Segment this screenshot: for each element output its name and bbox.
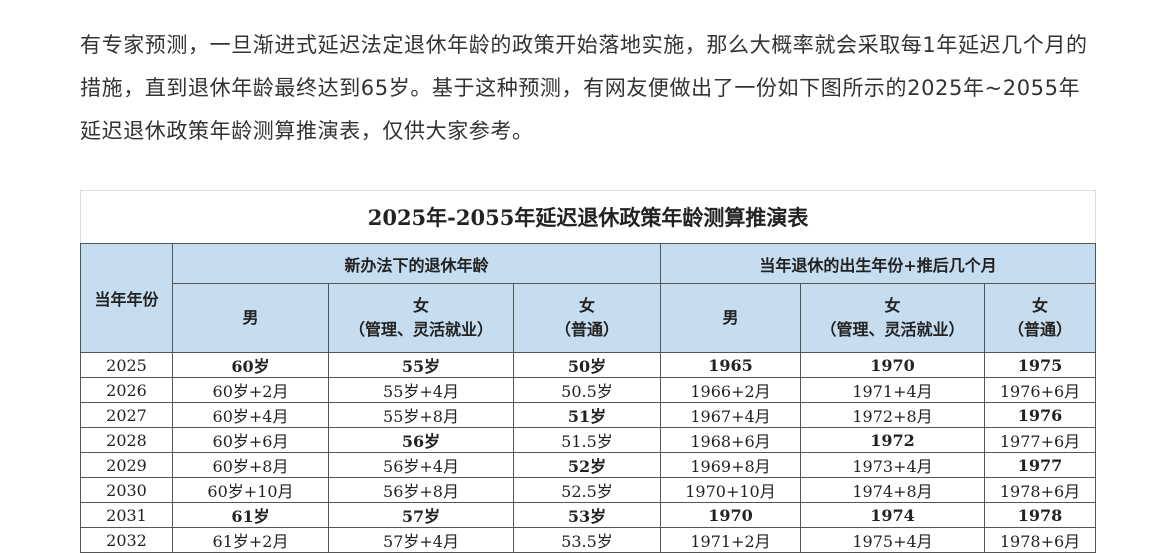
table-cell: 51.5岁 [513,427,661,453]
year-cell: 2031 [80,502,173,528]
table-cell: 1972 [800,427,985,453]
column-header-line1: 女 [578,296,595,315]
table-row: 2028 60岁+6月 56岁 51.5岁 1968+6月 1972 1977+6月 [80,427,1097,453]
table-cell: 1973+4月 [800,452,985,478]
table-cell: 55岁 [328,352,514,378]
table-cell: 56岁 [328,427,514,453]
retirement-age-table: 2025年-2055年延迟退休政策年龄测算推演表 当年年份 新办法下的退休年龄 … [79,190,1097,553]
column-header-line2: （普通） [554,320,619,339]
group-header-retirement-age: 新办法下的退休年龄 [172,243,661,284]
table-row: 2029 60岁+8月 56岁+4月 52岁 1969+8月 1973+4月 1977 [80,452,1097,478]
group-header-birth-year: 当年退休的出生年份+推后几个月 [659,243,1097,284]
table-cell: 1970+10月 [660,477,801,503]
table-cell: 1972+8月 [800,402,985,428]
table-cell: 1971+2月 [660,527,801,553]
table-cell: 50岁 [513,352,661,378]
year-cell: 2030 [80,477,173,503]
year-cell: 2032 [80,527,173,553]
table-cell: 1970 [660,502,801,528]
table-row: 2031 61岁 57岁 53岁 1970 1974 1978 [80,502,1097,528]
year-cell: 2029 [80,452,173,478]
column-header-line1: 男 [242,308,259,327]
table-cell: 60岁+2月 [172,377,329,403]
table-cell: 1968+6月 [660,427,801,453]
table-row: 2026 60岁+2月 55岁+4月 50.5岁 1966+2月 1971+4月 1976+… [80,377,1097,403]
table-cell: 50.5岁 [513,377,661,403]
column-header-line1: 女 [1032,296,1049,315]
table-cell: 1965 [660,352,801,378]
table-cell: 61岁 [172,502,329,528]
table-cell: 55岁+8月 [328,402,514,428]
table-cell: 1976 [983,402,1097,428]
table-cell: 1977 [983,452,1097,478]
table-title: 2025年-2055年延迟退休政策年龄测算推演表 [79,190,1097,244]
table-cell: 1974+8月 [800,477,985,503]
column-header-line2: （管理、灵活就业） [820,320,965,339]
table-cell: 1969+8月 [660,452,801,478]
table-cell: 51岁 [513,402,661,428]
table-cell: 52.5岁 [513,477,661,503]
table-cell: 1975 [983,352,1097,378]
column-header-line1: 女 [412,296,429,315]
table-cell: 57岁+4月 [328,527,514,553]
table-cell: 53.5岁 [513,527,661,553]
table-cell: 1975+4月 [800,527,985,553]
intro-paragraph: 有专家预测，一旦渐进式延迟法定退休年龄的政策开始落地实施，那么大概率就会采取每1… [80,33,1088,143]
table-cell: 55岁+4月 [328,377,514,403]
column-header-line2: （管理、灵活就业） [348,320,493,339]
table-cell: 56岁+8月 [328,477,514,503]
year-cell: 2028 [80,427,173,453]
table-cell: 1978+6月 [983,527,1097,553]
table-cell: 1966+2月 [660,377,801,403]
year-cell: 2025 [80,352,173,378]
table-cell: 60岁 [172,352,329,378]
table-cell: 60岁+4月 [172,402,329,428]
column-header: 女 （普通） [983,283,1097,353]
table-cell: 56岁+4月 [328,452,514,478]
column-header: 女 （管理、灵活就业） [800,283,985,353]
column-header-line1: 女 [884,296,901,315]
year-cell: 2027 [80,402,173,428]
column-header: 男 [172,283,329,353]
table-cell: 1976+6月 [983,377,1097,403]
table-cell: 57岁 [328,502,514,528]
table-cell: 1970 [800,352,985,378]
column-header: 女 （普通） [513,283,661,353]
table-row: 2025 60岁 55岁 50岁 1965 1970 1975 [80,352,1097,378]
year-header: 当年年份 [80,243,173,353]
column-header-line1: 男 [722,308,739,327]
year-cell: 2026 [80,377,173,403]
table-cell: 1971+4月 [800,377,985,403]
table-cell: 1967+4月 [660,402,801,428]
table-row: 2032 61岁+2月 57岁+4月 53.5岁 1971+2月 1975+4月 1978+… [80,527,1097,553]
table-cell: 1977+6月 [983,427,1097,453]
table-cell: 60岁+8月 [172,452,329,478]
table-cell: 53岁 [513,502,661,528]
table-cell: 60岁+6月 [172,427,329,453]
table-cell: 61岁+2月 [172,527,329,553]
table-row: 2030 60岁+10月 56岁+8月 52.5岁 1970+10月 1974+8月 197… [80,477,1097,503]
table-cell: 1978 [983,502,1097,528]
column-header: 男 [660,283,801,353]
table-cell: 1974 [800,502,985,528]
column-header: 女 （管理、灵活就业） [328,283,514,353]
table-cell: 52岁 [513,452,661,478]
table-row: 2027 60岁+4月 55岁+8月 51岁 1967+4月 1972+8月 1976 [80,402,1097,428]
column-header-line2: （普通） [1008,320,1073,339]
table-cell: 60岁+10月 [172,477,329,503]
table-cell: 1978+6月 [983,477,1097,503]
